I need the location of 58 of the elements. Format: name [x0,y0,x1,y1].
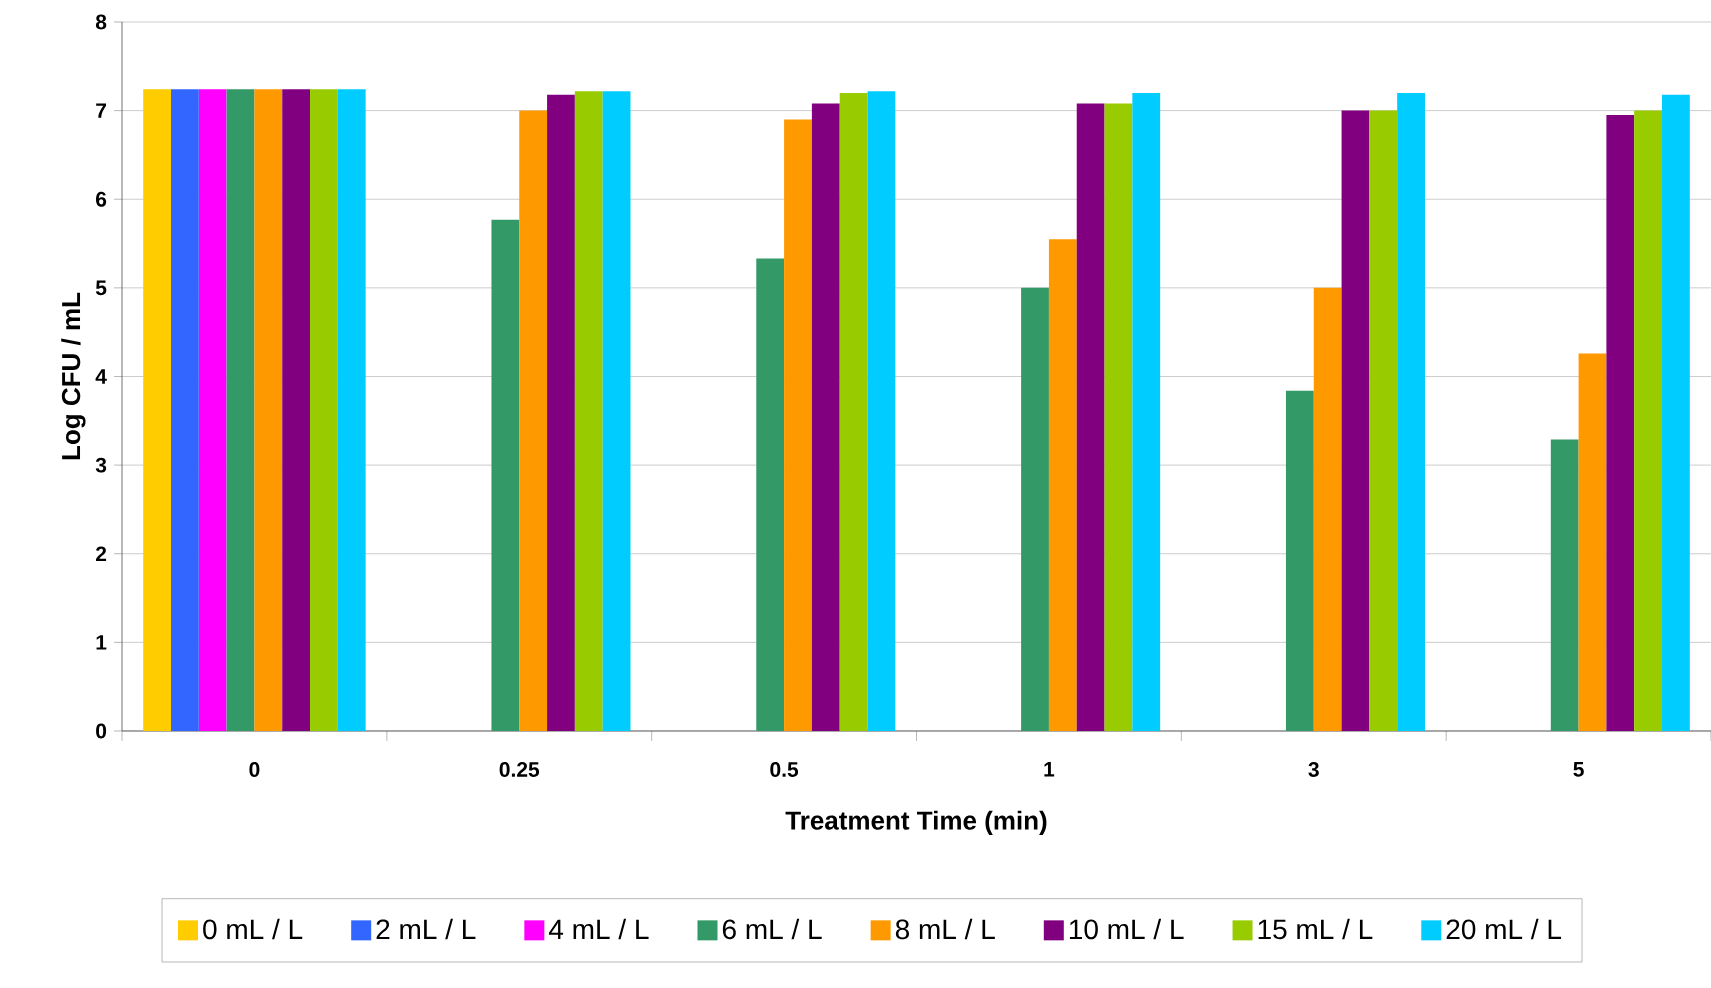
bar [1662,94,1690,731]
bar [1021,287,1049,731]
legend-label: 15 mL / L [1258,918,1373,940]
bar [1285,390,1314,731]
legend-label: 6 mL / L [722,918,822,940]
bar [784,119,812,731]
bar [143,89,171,731]
bar [811,103,840,731]
bar [547,94,575,731]
bar [1369,110,1398,731]
y-tick-label: 2 [95,546,107,562]
bar [282,89,311,731]
bar [1313,287,1342,731]
bar [1341,110,1370,731]
y-tick-label: 8 [95,14,107,30]
y-tick-label: 7 [96,103,107,118]
bar [756,258,785,731]
legend-label: 2 mL / L [376,918,476,940]
bar [171,89,199,731]
x-tick-label: 5 [1573,762,1584,777]
y-tick-label: 1 [96,635,107,650]
y-axis-title: Log CFU / mL [61,292,86,460]
bar [519,110,548,731]
x-axis-title: Treatment Time (min) [785,810,1047,835]
bar [602,91,631,731]
y-tick-label: 4 [95,369,107,384]
legend-label: 10 mL / L [1069,918,1184,940]
x-tick-label: 1 [1044,762,1055,777]
bar [839,92,868,731]
legend-label: 8 mL / L [895,918,995,940]
x-tick-label: 0 [249,762,260,777]
bar [254,89,283,731]
y-tick-label: 0 [96,723,107,739]
bar [198,89,227,731]
bar [1634,110,1663,731]
bar [1104,103,1133,731]
y-tick-label: 3 [95,457,107,473]
legend-label: 0 mL / L [203,918,303,940]
bar [1578,353,1607,731]
y-tick-label: 5 [95,280,107,296]
x-tick-label: 3 [1308,762,1319,777]
bar [867,91,896,731]
bar [1550,439,1579,731]
bar [310,89,338,731]
x-tick-label: 0.25 [499,762,540,777]
bar [226,89,255,731]
bar [1606,115,1635,731]
bar [491,219,520,731]
y-tick-label: 6 [96,191,107,207]
legend-label: 20 mL / L [1446,918,1562,940]
bar [574,91,603,731]
bar [1076,103,1105,731]
bar [1132,92,1161,731]
x-tick-label: 0.5 [770,762,799,777]
legend-label: 4 mL / L [548,918,649,940]
bar [337,89,366,731]
bar [1048,239,1077,731]
bar [1397,92,1425,731]
